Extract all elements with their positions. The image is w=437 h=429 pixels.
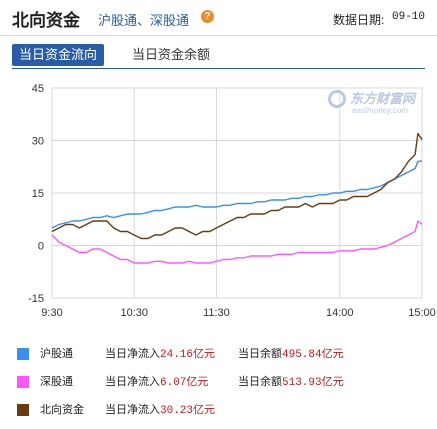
y-tick-label: -15 [28, 293, 44, 305]
legend-row-north: 北向资金 当日净流入30.23亿元 [0, 400, 437, 420]
legend-balance: 当日余额513.93亿元 [238, 372, 344, 393]
series-line-sz [51, 220, 423, 264]
legend-row-sh: 沪股通 当日净流入24.16亿元 当日余额495.84亿元 [0, 344, 437, 364]
legend-flow-label: 当日净流入 [105, 348, 160, 360]
legend-flow: 当日净流入24.16亿元 [105, 344, 215, 365]
legend-balance: 当日余额495.84亿元 [238, 344, 344, 365]
legend-swatch-north [17, 404, 29, 416]
watermark-sub: eastmoney.com [352, 106, 408, 115]
watermark-text: 东方财富网 [350, 91, 416, 106]
x-tick-label: 14:00 [326, 307, 354, 319]
legend-flow-value: 30.23亿元 [160, 405, 216, 417]
y-tick-label: 45 [32, 83, 44, 95]
x-tick-label: 9:30 [41, 307, 62, 319]
subtitle-link[interactable]: 沪股通、深股通 [98, 13, 190, 28]
legend-name: 沪股通 [40, 348, 73, 360]
help-icon[interactable]: ? [201, 10, 214, 23]
legend-balance-value: 513.93亿元 [282, 377, 344, 389]
y-tick-label: 0 [38, 241, 44, 253]
series-line-north [51, 132, 423, 240]
y-tick-label: 15 [32, 188, 44, 200]
legend-name: 深股通 [40, 376, 73, 388]
legend-flow: 当日净流入6.07亿元 [105, 372, 208, 393]
page-header: 北向资金 沪股通、深股通 ? 数据日期: 09-10 [0, 0, 437, 36]
tab-daily-balance[interactable]: 当日资金余额 [132, 47, 211, 62]
legend-flow-value: 6.07亿元 [160, 377, 209, 389]
y-tick-label: 30 [32, 136, 44, 148]
x-tick-label: 11:30 [203, 307, 230, 319]
x-tick-label: 15:00 [408, 307, 436, 319]
date-label: 数据日期: [333, 13, 385, 27]
tab-underline [12, 68, 425, 69]
legend-row-sz: 深股通 当日净流入6.07亿元 当日余额513.93亿元 [0, 372, 437, 392]
legend-balance-label: 当日余额 [238, 348, 282, 360]
legend-flow-label: 当日净流入 [105, 376, 160, 388]
series-line-sh [51, 160, 423, 229]
legend-name: 北向资金 [40, 404, 84, 416]
legend-swatch-sz [17, 376, 29, 388]
legend-balance-value: 495.84亿元 [282, 349, 344, 361]
eastmoney-watermark: 东方财富网 eastmoney.com [328, 88, 424, 124]
legend-swatch-sh [17, 348, 29, 360]
tab-daily-flow[interactable]: 当日资金流向 [12, 44, 104, 66]
page-title: 北向资金 [12, 11, 80, 30]
legend-flow-label: 当日净流入 [105, 404, 160, 416]
date-value: 09-10 [392, 11, 426, 23]
x-tick-label: 10:30 [120, 307, 148, 319]
legend-flow-value: 24.16亿元 [160, 349, 216, 361]
legend-balance-label: 当日余额 [238, 376, 282, 388]
legend-flow: 当日净流入30.23亿元 [105, 400, 215, 421]
eastmoney-logo-icon [328, 90, 346, 108]
flow-line-chart: 45 30 15 0 -15 9:30 10:30 11:30 14:00 15:00 [28, 83, 436, 319]
